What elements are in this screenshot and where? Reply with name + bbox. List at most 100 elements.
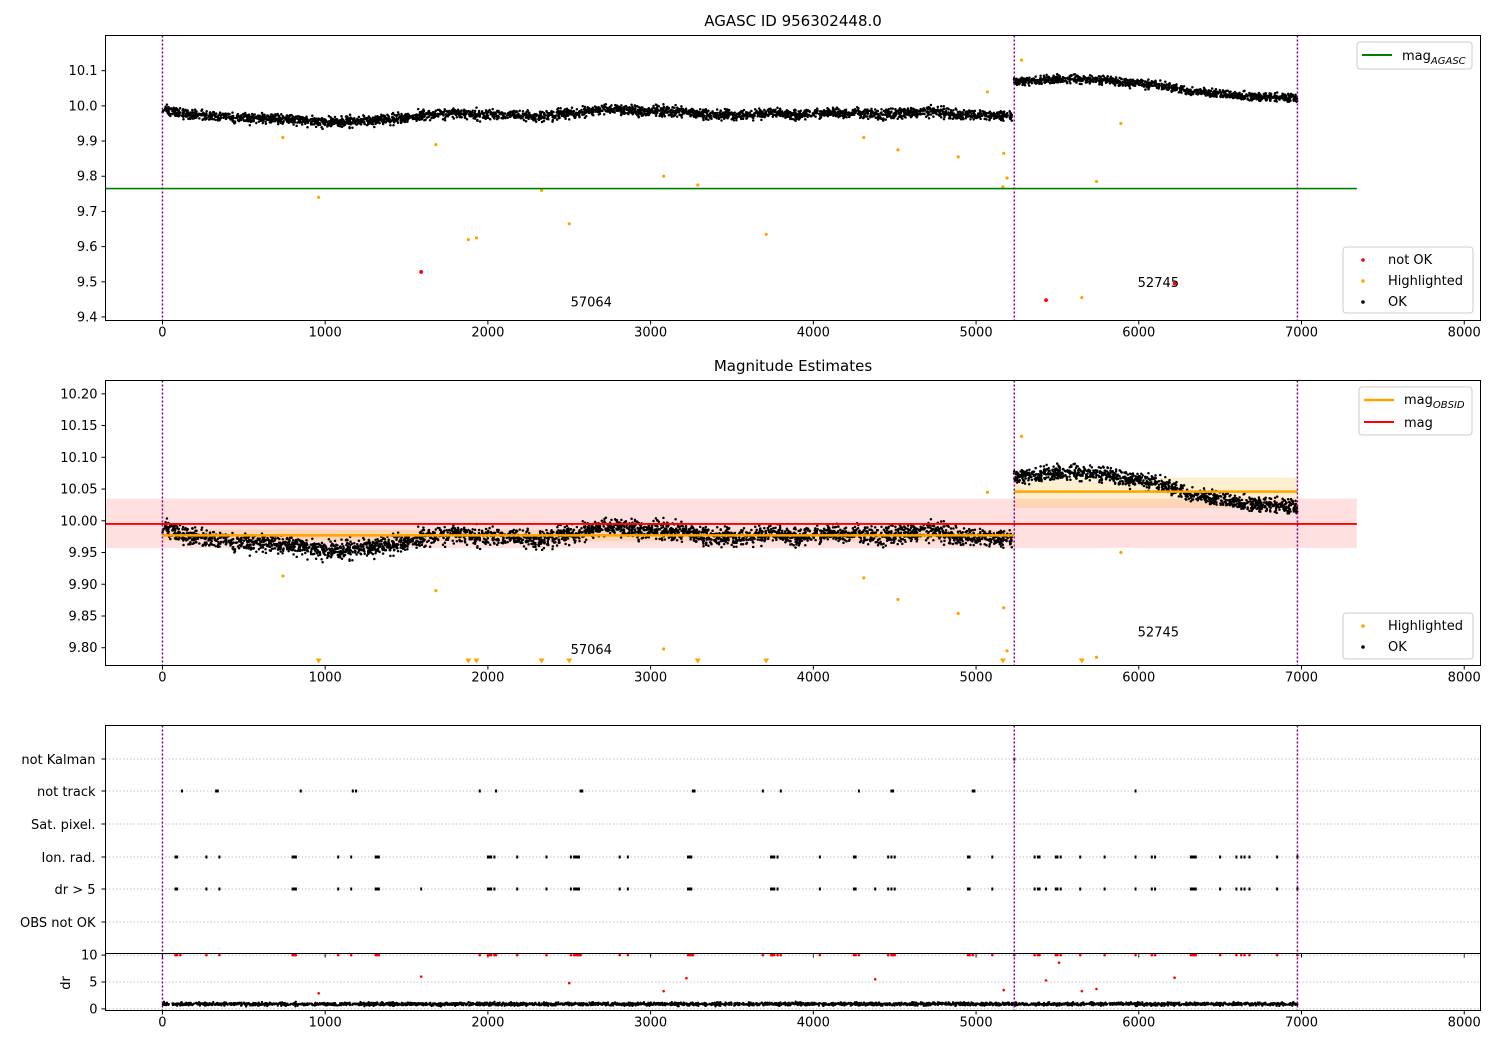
- ok-point: [383, 117, 386, 120]
- ok-point: [585, 109, 588, 113]
- ok-point: [242, 112, 245, 116]
- ok-point: [1189, 93, 1193, 97]
- ok-point: [533, 112, 536, 116]
- x-tick-label: 1000: [309, 326, 342, 341]
- ok-point: [222, 116, 225, 119]
- ok-point: [932, 115, 935, 118]
- ok-point: [176, 108, 179, 112]
- ok-point: [1199, 87, 1202, 91]
- ok-point: [418, 111, 422, 114]
- ok-point: [322, 122, 326, 126]
- ok-point: [502, 114, 505, 117]
- highlighted-point: [862, 135, 866, 140]
- ok-point: [894, 107, 897, 111]
- ok-point: [1294, 93, 1297, 97]
- ok-point: [1143, 80, 1147, 83]
- ok-point: [655, 111, 659, 115]
- ok-point: [899, 109, 902, 112]
- ok-point: [823, 113, 827, 116]
- ok-point: [1002, 112, 1006, 115]
- ok-point: [292, 123, 295, 126]
- ok-point: [744, 111, 748, 114]
- y-tick-label: 9.4: [77, 310, 98, 325]
- ok-point: [666, 107, 670, 111]
- ok-point: [890, 541, 893, 545]
- ok-point: [1283, 95, 1286, 99]
- ok-point: [943, 107, 946, 111]
- ok-point: [956, 110, 960, 114]
- ok-point: [893, 112, 896, 115]
- ok-point: [1085, 79, 1089, 83]
- ok-point: [1104, 81, 1108, 85]
- ok-point: [615, 108, 618, 112]
- ok-point: [572, 115, 576, 118]
- ok-point: [264, 122, 268, 125]
- ok-point: [697, 110, 701, 114]
- ok-point: [393, 113, 396, 117]
- ok-point: [1175, 87, 1178, 91]
- ok-point: [580, 111, 584, 114]
- ok-point: [216, 119, 220, 122]
- ok-point: [647, 113, 651, 117]
- ok-point: [1075, 81, 1078, 84]
- ok-point: [661, 106, 665, 110]
- ok-point: [174, 113, 178, 117]
- ok-point: [257, 120, 261, 123]
- ok-point: [365, 116, 368, 120]
- ok-point: [273, 115, 276, 119]
- ok-point: [342, 124, 345, 127]
- ok-point: [271, 120, 275, 123]
- ok-point: [862, 116, 865, 120]
- ok-point: [847, 111, 851, 114]
- ok-point: [1064, 77, 1067, 80]
- ok-point: [833, 108, 837, 111]
- ok-point: [1114, 76, 1118, 79]
- ok-point: [280, 117, 283, 120]
- ok-point: [1095, 76, 1099, 80]
- ok-point: [727, 108, 731, 112]
- ok-point: [391, 117, 395, 120]
- ok-point: [574, 112, 577, 115]
- ok-point: [248, 117, 251, 121]
- ok-point: [1060, 78, 1064, 82]
- ok-point: [216, 114, 220, 118]
- legend-ok-label: OK: [1388, 295, 1407, 310]
- ok-point: [522, 118, 526, 122]
- ok-point: [640, 111, 643, 114]
- ok-point: [633, 110, 637, 113]
- ok-point: [403, 114, 407, 117]
- ok-point: [195, 116, 198, 120]
- ok-point: [832, 110, 836, 114]
- ok-point: [942, 543, 946, 546]
- ok-point: [531, 117, 534, 121]
- ok-point: [670, 115, 673, 118]
- ok-point: [1124, 77, 1128, 81]
- ok-point: [659, 112, 662, 116]
- ok-point: [850, 111, 854, 114]
- ok-point: [1268, 94, 1271, 98]
- ok-point: [1168, 82, 1171, 85]
- ok-point: [927, 116, 931, 120]
- ok-point: [972, 112, 976, 115]
- ok-point: [1223, 91, 1227, 94]
- ok-point: [1162, 85, 1166, 88]
- ok-point: [604, 109, 608, 113]
- ok-point: [1002, 119, 1005, 123]
- ok-point: [518, 114, 521, 117]
- ok-point: [484, 117, 487, 120]
- ok-point: [755, 111, 759, 115]
- x-tick-label: 2000: [471, 326, 504, 341]
- ok-point: [521, 109, 525, 113]
- ok-point: [866, 111, 869, 114]
- ok-point: [970, 112, 973, 115]
- ok-point: [434, 528, 438, 531]
- ok-point: [1026, 78, 1030, 81]
- ok-point: [832, 113, 836, 117]
- ok-point: [1131, 84, 1135, 87]
- ok-point: [396, 121, 400, 124]
- ok-point: [628, 106, 631, 109]
- ok-point: [1130, 80, 1134, 83]
- ok-point: [1119, 81, 1122, 84]
- ok-point: [246, 114, 250, 117]
- ok-point: [760, 114, 764, 117]
